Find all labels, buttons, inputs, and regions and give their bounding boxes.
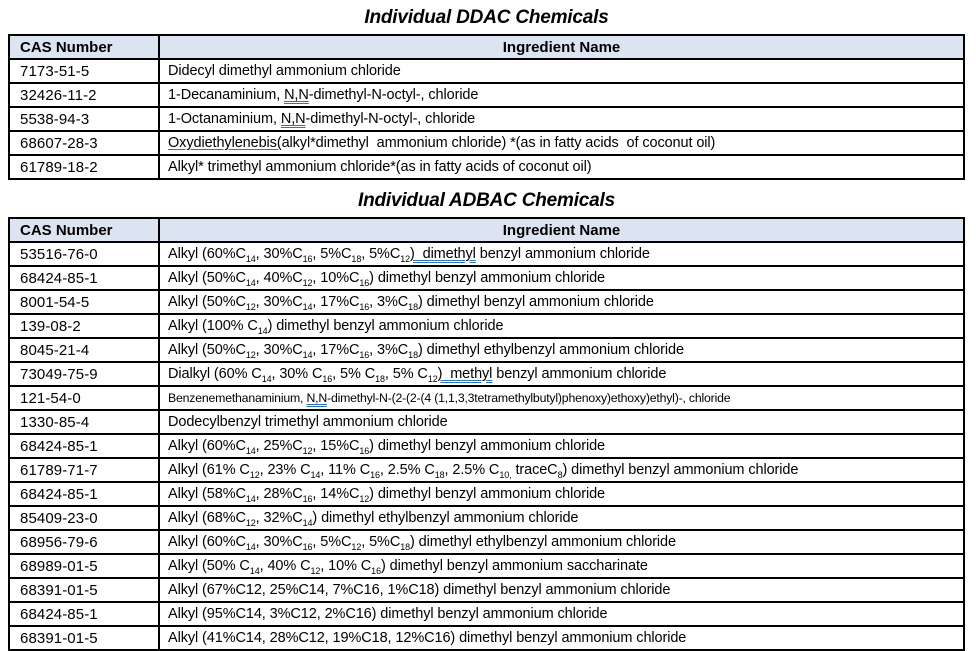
table-row: 85409-23-0 Alkyl (68%C12, 32%C14) dimethy… (8, 505, 965, 531)
ingredient-name-cell: Alkyl (95%C14, 3%C12, 2%C16) dimethyl be… (158, 601, 965, 627)
ingredient-name-cell: Alkyl* trimethyl ammonium chloride*(as i… (158, 154, 965, 180)
ingredient-name-cell: Dodecylbenzyl trimethyl ammonium chlorid… (158, 409, 965, 435)
table-row: 32426-11-2 1-Decanaminium, N,N-dimethyl-N… (8, 82, 965, 108)
table-row: 8045-21-4 Alkyl (50%C12, 30%C14, 17%C16, … (8, 337, 965, 363)
cas-number-cell: 61789-18-2 (8, 154, 160, 180)
ddac-column-header-cas-number: CAS Number (8, 34, 160, 60)
adbac-column-header-ingredient-name: Ingredient Name (158, 217, 965, 243)
table-row: 121-54-0 Benzenemethanaminium, N,N-dimeth… (8, 385, 965, 411)
table-row: 8001-54-5 Alkyl (50%C12, 30%C14, 17%C16, … (8, 289, 965, 315)
table-row: 68391-01-5 Alkyl (41%C14, 28%C12, 19%C18,… (8, 625, 965, 651)
ddac-header-row: CAS Number Ingredient Name (8, 34, 965, 60)
cas-number-cell: 68424-85-1 (8, 601, 160, 627)
ingredient-name-cell: 1-Decanaminium, N,N-dimethyl-N-octyl-, c… (158, 82, 965, 108)
cas-number-cell: 68607-28-3 (8, 130, 160, 156)
table-row: 73049-75-9 Dialkyl (60% C14, 30% C16, 5% … (8, 361, 965, 387)
ingredient-name-cell: Alkyl (100% C14) dimethyl benzyl ammoniu… (158, 313, 965, 339)
cas-number-cell: 73049-75-9 (8, 361, 160, 387)
cas-number-cell: 139-08-2 (8, 313, 160, 339)
ingredient-name-cell: 1-Octanaminium, N,N-dimethyl-N-octyl-, c… (158, 106, 965, 132)
cas-number-cell: 5538-94-3 (8, 106, 160, 132)
adbac-section: Individual ADBAC Chemicals CAS Number In… (8, 190, 965, 651)
table-row: 5538-94-3 1-Octanaminium, N,N-dimethyl-N-… (8, 106, 965, 132)
cas-number-cell: 68391-01-5 (8, 577, 160, 603)
table-row: 68391-01-5 Alkyl (67%C12, 25%C14, 7%C16, … (8, 577, 965, 603)
ingredient-name-cell: Alkyl (61% C12, 23% C14, 11% C16, 2.5% C… (158, 457, 965, 483)
ddac-section: Individual DDAC Chemicals CAS Number Ing… (8, 7, 965, 180)
ingredient-name-cell: Alkyl (60%C14, 25%C12, 15%C16) dimethyl … (158, 433, 965, 459)
table-row: 68607-28-3 Oxydiethylenebis(alkyl*dimethy… (8, 130, 965, 156)
ddac-column-header-ingredient-name: Ingredient Name (158, 34, 965, 60)
ingredient-name-cell: Alkyl (50%C12, 30%C14, 17%C16, 3%C18) di… (158, 289, 965, 315)
table-row: 68424-85-1 Alkyl (58%C14, 28%C16, 14%C12)… (8, 481, 965, 507)
cas-number-cell: 8045-21-4 (8, 337, 160, 363)
table-row: 139-08-2 Alkyl (100% C14) dimethyl benzyl… (8, 313, 965, 339)
cas-number-cell: 1330-85-4 (8, 409, 160, 435)
ingredient-name-cell: Alkyl (50% C14, 40% C12, 10% C16) dimeth… (158, 553, 965, 579)
table-row: 61789-18-2 Alkyl* trimethyl ammonium chlo… (8, 154, 965, 180)
ingredient-name-cell: Alkyl (67%C12, 25%C14, 7%C16, 1%C18) dim… (158, 577, 965, 603)
cas-number-cell: 8001-54-5 (8, 289, 160, 315)
ingredient-name-cell: Alkyl (41%C14, 28%C12, 19%C18, 12%C16) d… (158, 625, 965, 651)
cas-number-cell: 61789-71-7 (8, 457, 160, 483)
adbac-table-title: Individual ADBAC Chemicals (358, 190, 615, 211)
table-row: 68989-01-5 Alkyl (50% C14, 40% C12, 10% C… (8, 553, 965, 579)
table-row: 68424-85-1 Alkyl (95%C14, 3%C12, 2%C16) d… (8, 601, 965, 627)
ddac-table: CAS Number Ingredient Name 7173-51-5 Dide… (8, 34, 965, 180)
cas-number-cell: 121-54-0 (8, 385, 160, 411)
table-row: 61789-71-7 Alkyl (61% C12, 23% C14, 11% C… (8, 457, 965, 483)
ingredient-name-cell: Benzenemethanaminium, N,N-dimethyl-N-(2-… (158, 385, 965, 411)
ingredient-name-cell: Alkyl (50%C12, 30%C14, 17%C16, 3%C18) di… (158, 337, 965, 363)
ingredient-name-cell: Alkyl (58%C14, 28%C16, 14%C12) dimethyl … (158, 481, 965, 507)
cas-number-cell: 68989-01-5 (8, 553, 160, 579)
table-row: 68956-79-6 Alkyl (60%C14, 30%C16, 5%C12, … (8, 529, 965, 555)
ingredient-name-cell: Alkyl (60%C14, 30%C16, 5%C18, 5%C12) dim… (158, 241, 965, 267)
ingredient-name-cell: Alkyl (50%C14, 40%C12, 10%C16) dimethyl … (158, 265, 965, 291)
cas-number-cell: 68424-85-1 (8, 481, 160, 507)
cas-number-cell: 7173-51-5 (8, 58, 160, 84)
ddac-table-title: Individual DDAC Chemicals (364, 7, 609, 28)
adbac-column-header-cas-number: CAS Number (8, 217, 160, 243)
cas-number-cell: 68424-85-1 (8, 265, 160, 291)
cas-number-cell: 68424-85-1 (8, 433, 160, 459)
ingredient-name-cell: Alkyl (68%C12, 32%C14) dimethyl ethylben… (158, 505, 965, 531)
cas-number-cell: 68956-79-6 (8, 529, 160, 555)
cas-number-cell: 53516-76-0 (8, 241, 160, 267)
ingredient-name-cell: Didecyl dimethyl ammonium chloride (158, 58, 965, 84)
table-row: 68424-85-1 Alkyl (60%C14, 25%C12, 15%C16)… (8, 433, 965, 459)
ingredient-name-cell: Dialkyl (60% C14, 30% C16, 5% C18, 5% C1… (158, 361, 965, 387)
table-row: 7173-51-5 Didecyl dimethyl ammonium chlor… (8, 58, 965, 84)
ingredient-name-cell: Oxydiethylenebis(alkyl*dimethyl ammonium… (158, 130, 965, 156)
ingredient-name-cell: Alkyl (60%C14, 30%C16, 5%C12, 5%C18) dim… (158, 529, 965, 555)
cas-number-cell: 68391-01-5 (8, 625, 160, 651)
cas-number-cell: 32426-11-2 (8, 82, 160, 108)
cas-number-cell: 85409-23-0 (8, 505, 160, 531)
adbac-table: CAS Number Ingredient Name 53516-76-0 Alk… (8, 217, 965, 651)
table-row: 1330-85-4 Dodecylbenzyl trimethyl ammoniu… (8, 409, 965, 435)
table-row: 53516-76-0 Alkyl (60%C14, 30%C16, 5%C18, … (8, 241, 965, 267)
adbac-header-row: CAS Number Ingredient Name (8, 217, 965, 243)
table-row: 68424-85-1 Alkyl (50%C14, 40%C12, 10%C16)… (8, 265, 965, 291)
